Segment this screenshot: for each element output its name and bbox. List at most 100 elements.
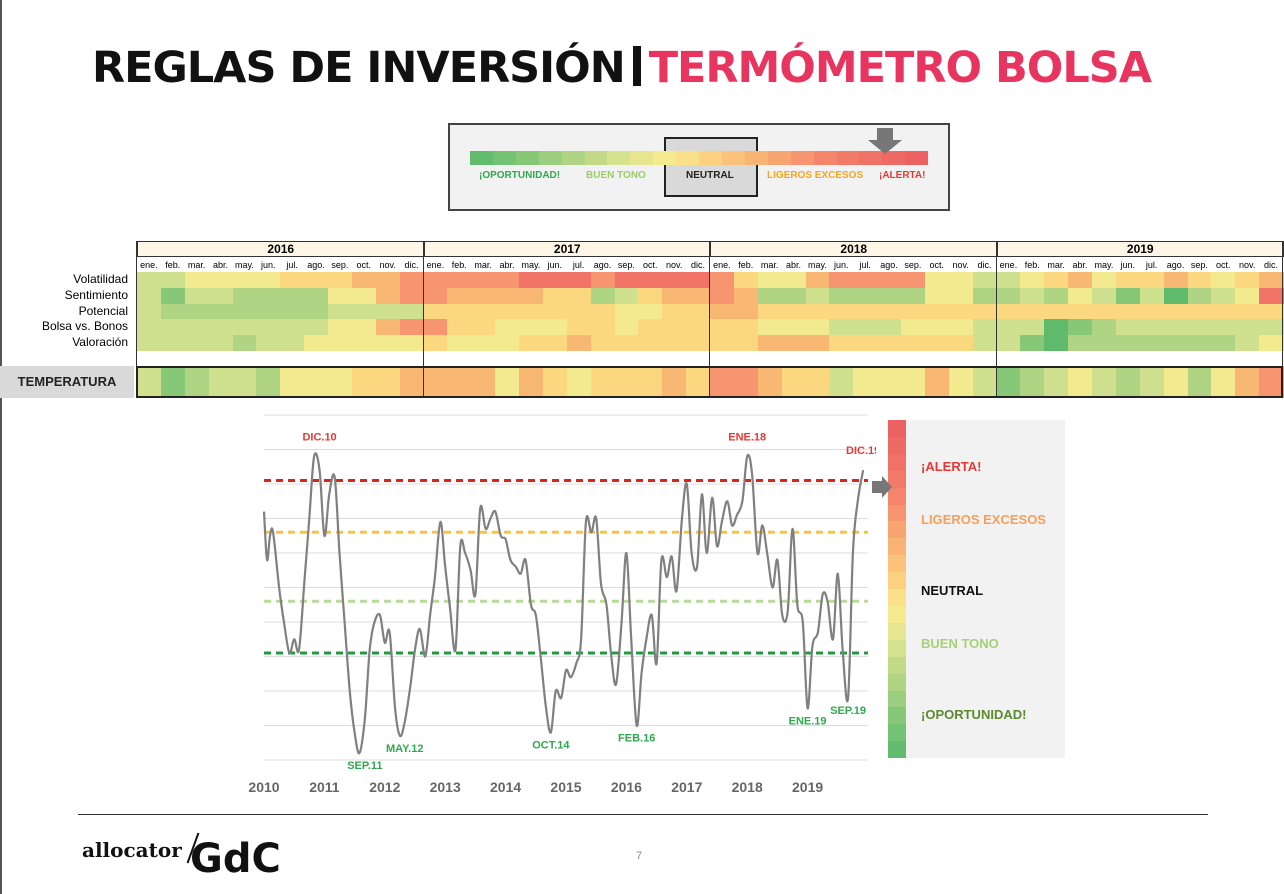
side-gradient-segment [888,538,906,556]
temperature-cell [901,366,926,398]
year-header: 2016 [137,241,425,257]
month-header: jul. [286,260,298,270]
temperature-cell [781,366,806,398]
month-header: feb. [451,260,467,270]
heatmap-cell [304,319,329,336]
month-header: nov. [1239,260,1256,270]
series-line [262,452,865,755]
heatmap-cell [1187,319,1212,336]
heatmap-cell [1044,319,1069,336]
heatmap-cell [1163,303,1188,320]
month-header: dic. [1264,260,1279,270]
side-gradient-segment [888,436,906,454]
heatmap-cell [924,335,950,352]
heatmap-row-label: Sentimiento [64,287,128,302]
month-header: sep. [904,260,922,270]
heatmap-cell [614,287,639,305]
temperature-cell [733,366,759,398]
side-label-buen-tono: BUEN TONO [921,636,999,651]
scale-segment [721,151,745,165]
heatmap-cell [662,335,687,352]
heatmap-cell [1115,287,1141,305]
x-tick-label: 2016 [611,779,642,795]
month-header: jul. [572,260,585,270]
side-gradient-segment [888,741,906,759]
scale-segment [653,151,677,165]
temperature-cell [686,366,711,398]
chart-annotation: SEP.11 [347,760,382,772]
side-gradient-segment [888,555,906,573]
temperature-cell [853,366,878,398]
heatmap-cell [1259,319,1284,336]
heatmap-cell [853,272,878,289]
heatmap-cell [208,287,233,305]
heatmap-cell [184,303,210,320]
heatmap-cell [972,335,997,352]
heatmap-cell [280,319,305,336]
heatmap-cell [757,319,783,336]
heatmap-cell [686,319,711,336]
heatmap-cell [757,335,783,352]
side-gradient-segment [888,504,906,522]
scale-segment [882,151,906,165]
month-header: ene. [713,260,731,270]
heatmap-cell [1259,335,1284,352]
heatmap-cell [1259,303,1284,320]
side-gradient-segment [888,453,906,471]
heatmap-cell [877,303,902,320]
heatmap-cell [328,287,353,305]
heatmap-cell [877,319,902,336]
month-header: feb. [165,260,181,270]
heatmap-cell [1139,303,1165,320]
temperature-cell [948,366,974,398]
scale-segment [630,151,654,165]
heatmap-cell [733,335,759,352]
heatmap-cell [1163,287,1188,305]
temperature-cell [1235,366,1260,398]
heatmap-cell [519,303,544,320]
side-label-ligeros-excesos: LIGEROS EXCESOS [921,512,1046,527]
heatmap-cell [924,287,950,305]
heatmap-cell [662,272,687,289]
scale-segment [813,151,837,165]
heatmap-cell [614,272,639,289]
scale-label-alerta: ¡ALERTA! [879,170,926,181]
scale-label-oportunidad: ¡OPORTUNIDAD! [479,170,561,181]
month-header: oct. [1216,260,1231,270]
side-gradient-segment [888,622,906,640]
heatmap-cell [1020,319,1045,336]
side-gradient-segment [888,521,906,539]
heatmap-cell [1068,335,1093,352]
heatmap-cell [1187,335,1212,352]
heatmap-cell [542,287,568,305]
temperature-label: TEMPERATURA [0,366,134,398]
heatmap-cell [1068,272,1093,289]
side-gradient-segment [888,639,906,657]
side-gradient-segment [888,690,906,708]
heatmap-cell [423,335,448,352]
heatmap-cell [805,287,830,305]
month-header: jun. [261,260,276,270]
heatmap-cell [1115,319,1141,336]
temperature-cell [710,366,735,398]
temperature-cell [447,366,472,398]
heatmap-cell [447,303,472,320]
heatmap-cell [519,335,544,352]
chart-annotation: DIC.19 [846,445,876,457]
heatmap-cell [1187,272,1212,289]
heatmap-cell [710,319,735,336]
heatmap-cell [853,319,878,336]
heatmap-cell [1115,272,1141,289]
temperature-cell [1092,366,1117,398]
scale-segment [905,151,929,165]
chart-annotation: ENE.19 [789,715,827,727]
heatmap-cell [638,287,663,305]
heatmap-cell [184,319,210,336]
heatmap-cell [686,303,711,320]
temperature-cell [232,366,257,398]
heatmap-cell [1020,272,1045,289]
heatmap-cell [566,272,592,289]
temperature-line-chart: 2010 2011 2012 2013 2014 2015 2016 2017 2018 2019… [248,414,876,795]
month-header: mar. [474,260,492,270]
temperature-cell [1163,366,1188,398]
